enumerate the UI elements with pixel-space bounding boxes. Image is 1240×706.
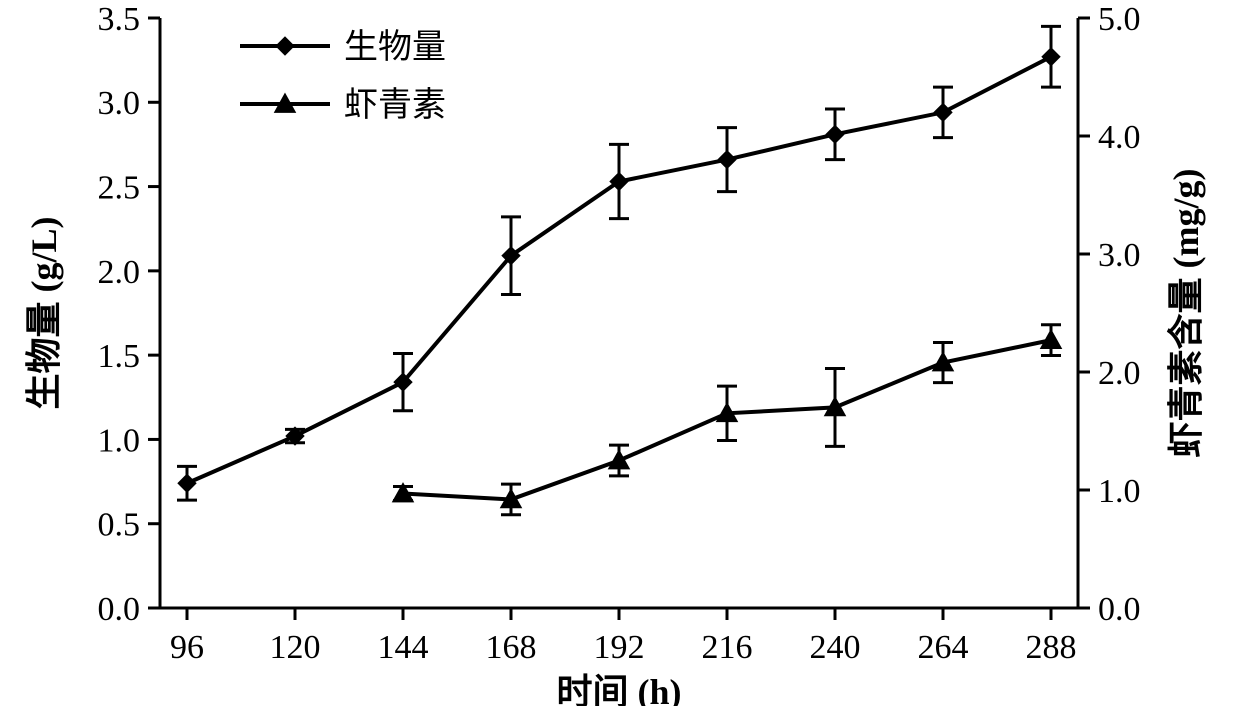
y-right-tick-label: 2.0 <box>1098 355 1141 392</box>
y-right-tick-label: 1.0 <box>1098 473 1141 510</box>
x-tick-label: 216 <box>702 629 753 666</box>
x-axis-label: 时间 (h) <box>557 672 682 706</box>
x-tick-label: 240 <box>810 629 861 666</box>
legend-label: 生物量 <box>344 28 446 66</box>
y-left-tick-label: 2.5 <box>98 169 141 206</box>
y-left-axis-label: 生物量 (g/L) <box>24 217 64 410</box>
dual-axis-line-chart: 96 120 144 168 192 216 240 264 288 时间 (h) 0.0 0.5 1.… <box>0 0 1240 706</box>
x-tick-label: 120 <box>270 629 321 666</box>
y-right-tick-label: 4.0 <box>1098 119 1141 156</box>
y-left-tick-label: 2.0 <box>98 254 141 291</box>
y-right-tick-label: 3.0 <box>1098 237 1141 274</box>
x-tick-label: 288 <box>1026 629 1077 666</box>
y-right-axis-label: 虾青素含量 (mg/g) <box>1166 169 1206 458</box>
x-tick-label: 192 <box>594 629 645 666</box>
x-tick-label: 168 <box>486 629 537 666</box>
y-left-tick-label: 3.5 <box>98 1 141 38</box>
y-left-tick-label: 0.0 <box>98 591 141 628</box>
y-left-tick-label: 1.0 <box>98 422 141 459</box>
chart-container: 96 120 144 168 192 216 240 264 288 时间 (h) 0.0 0.5 1.… <box>0 0 1240 706</box>
y-left-tick-label: 0.5 <box>98 507 141 544</box>
y-right-tick-label: 5.0 <box>1098 1 1141 38</box>
y-left-tick-label: 1.5 <box>98 338 141 375</box>
x-tick-label: 264 <box>918 629 969 666</box>
y-right-tick-label: 0.0 <box>1098 591 1141 628</box>
x-tick-label: 144 <box>378 629 429 666</box>
x-tick-label: 96 <box>170 629 204 666</box>
legend-label: 虾青素 <box>344 86 446 124</box>
y-left-tick-label: 3.0 <box>98 85 141 122</box>
